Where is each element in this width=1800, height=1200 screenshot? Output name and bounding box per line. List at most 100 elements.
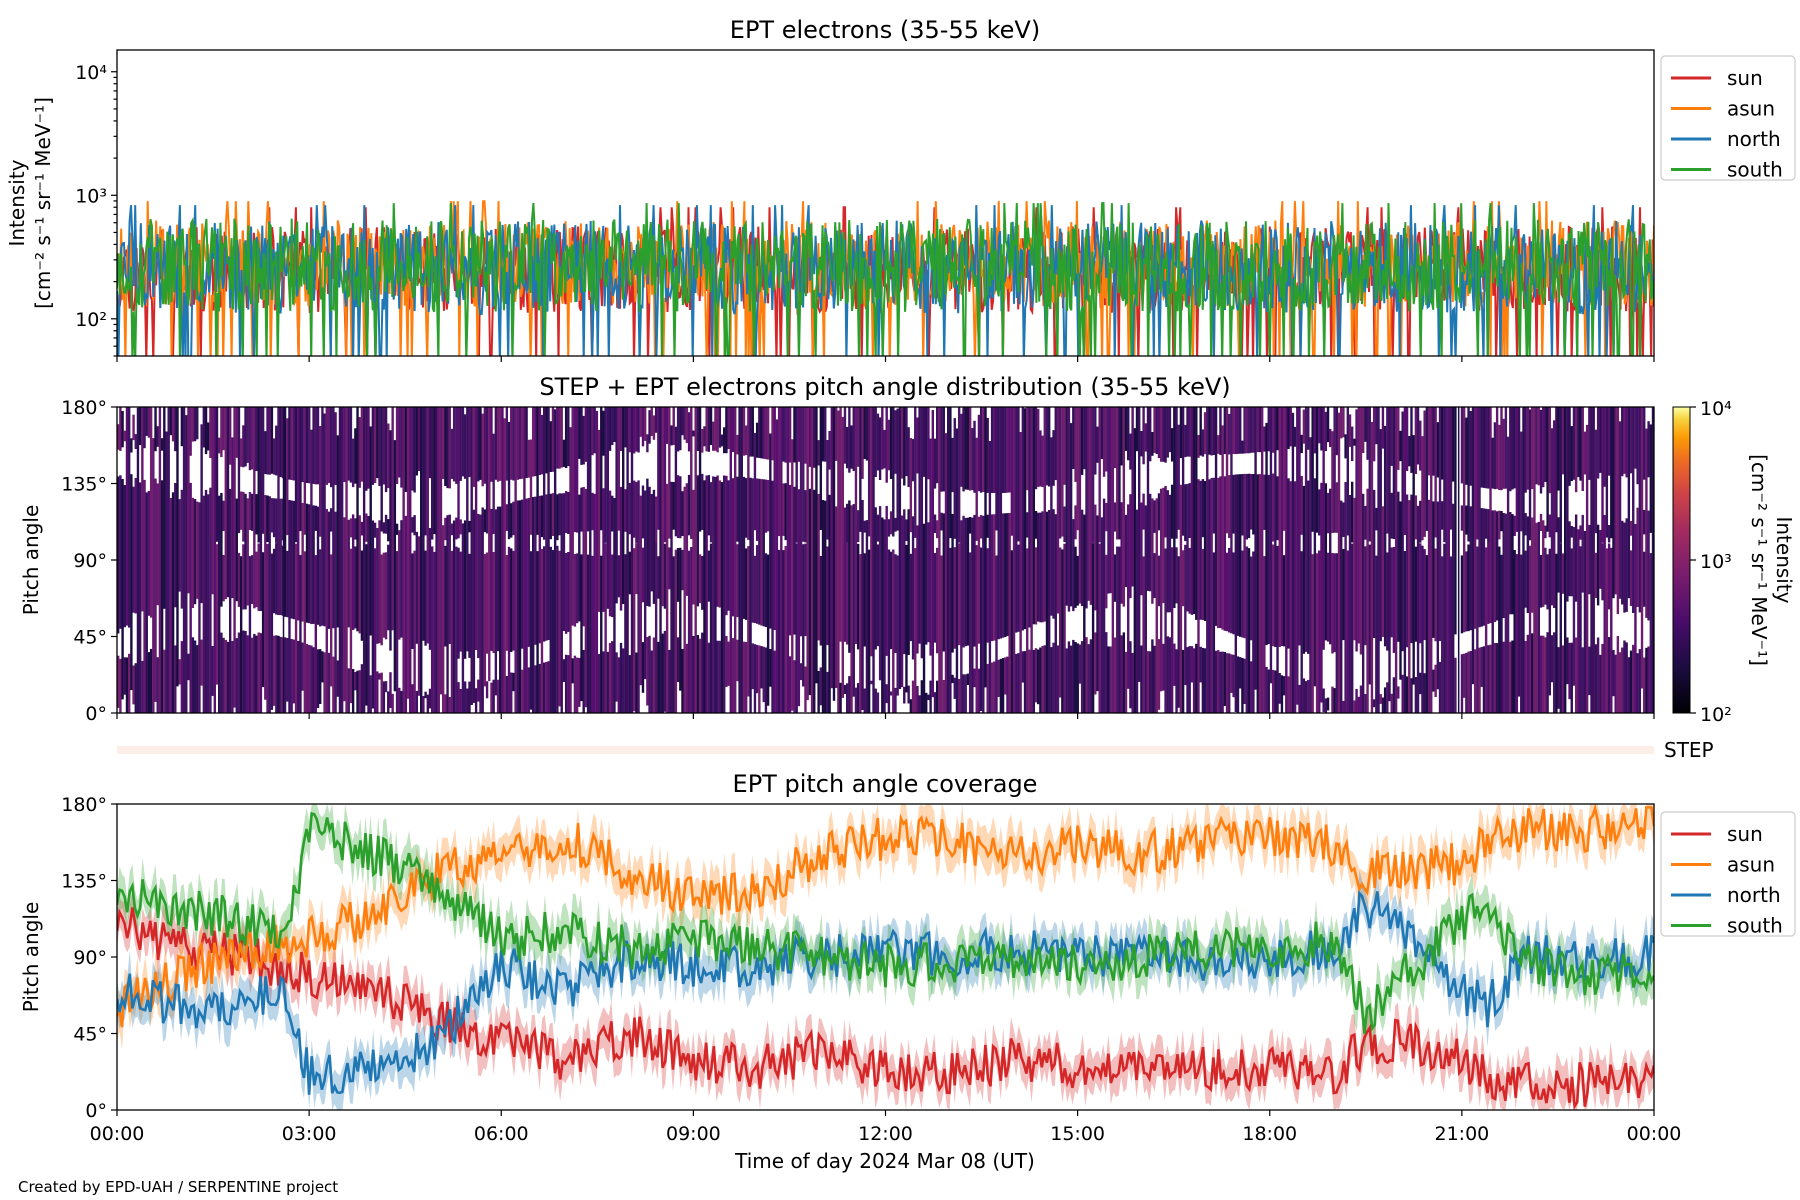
pad-heatmap-cell [1375,407,1378,445]
pad-heatmap-cell [1333,688,1336,713]
pad-heatmap-cell [1566,407,1569,602]
intensity-ylabel-line2: [cm⁻² s⁻¹ sr⁻¹ MeV⁻¹] [31,97,55,309]
pad-heatmap-cell [1309,437,1312,713]
pad-heatmap-cell [1612,650,1615,697]
pad-heatmap-cell [1109,407,1112,594]
pad-y-tick-label: 135° [61,474,107,496]
pad-heatmap-cell [1208,479,1211,713]
pad-heatmap-cell [1041,511,1044,623]
pad-heatmap-cell [962,515,965,648]
pad-heatmap-cell [1364,505,1367,540]
pad-heatmap-cell [661,633,664,713]
pad-heatmap-cell [1344,482,1347,713]
pad-heatmap-cell [916,525,919,654]
pad-heatmap-cell [1039,430,1042,487]
coverage-legend-frame [1660,811,1796,937]
pad-heatmap-cell [729,407,732,713]
step-strip [117,746,1654,754]
pad-heatmap-cell [1153,500,1156,533]
pad-heatmap-cell [163,649,166,713]
pad-heatmap-cell [1052,642,1055,713]
pad-heatmap-cell [1548,514,1552,538]
pad-heatmap-cell [1353,700,1356,713]
pad-heatmap-cell [1588,407,1591,480]
pad-heatmap-cell [632,480,636,538]
pad-heatmap-cell [376,671,379,713]
pad-heatmap-cell [848,500,851,653]
pad-heatmap-cell [1177,424,1180,530]
pad-heatmap-cell [707,642,711,713]
pad-heatmap-cell [1511,640,1514,713]
pad-heatmap-cell [1162,643,1165,691]
pad-heatmap-cell [1006,513,1009,637]
pad-heatmap-cell [1105,554,1108,609]
pad-heatmap-cell [1032,407,1036,625]
pad-heatmap-cell [347,407,350,481]
pad-heatmap-cell [1212,477,1216,534]
pad-heatmap-cell [885,505,888,656]
pad-heatmap-cell [1553,632,1556,713]
pad-heatmap-cell [1021,407,1025,631]
pad-heatmap-cell [617,407,621,531]
pad-heatmap-cell [1522,407,1525,713]
pad-heatmap-cell [123,430,126,442]
pad-heatmap-cell [496,506,500,652]
pad-heatmap-cell [999,407,1003,639]
pad-heatmap-cell [1186,407,1189,457]
pad-heatmap-cell [951,674,954,684]
pad-heatmap-cell [1050,647,1053,713]
pad-heatmap-cell [1311,554,1314,713]
coverage-series-group [117,804,1654,1110]
pad-heatmap-cell [933,514,937,533]
pad-heatmap-cell [132,665,135,705]
pad-heatmap-cell [1028,649,1031,713]
pad-heatmap-cell [1188,646,1191,713]
pad-heatmap-cell [573,553,577,627]
pad-heatmap-cell [316,506,320,625]
pad-heatmap-cell [1037,512,1040,622]
pad-heatmap-cell [1151,432,1154,456]
pad-heatmap-cell [556,407,559,469]
pad-heatmap-cell [521,499,524,649]
pad-heatmap-cell [874,507,877,650]
pad-heatmap-cell [1346,407,1349,536]
pad-heatmap-cell [1342,502,1345,537]
pad-heatmap-cell [701,473,704,530]
pad-heatmap-cell [510,672,513,713]
pad-heatmap-cell [1241,550,1244,638]
pad-heatmap-cell [1091,543,1095,713]
pad-heatmap-cell [334,511,337,713]
pad-heatmap-cell [602,651,605,713]
pad-heatmap-cell [1583,531,1587,713]
pad-heatmap-cell [1241,474,1244,536]
pad-heatmap-cell [918,407,921,644]
pad-heatmap-cell [1482,646,1486,713]
pad-heatmap-cell [286,418,289,536]
pad-heatmap-cell [564,553,568,634]
pad-heatmap-cell [373,548,377,713]
coverage-north-line [117,890,1654,1095]
pad-heatmap-cell [510,407,513,480]
pad-heatmap-cell [1542,407,1545,488]
pad-heatmap-cell [611,554,614,618]
pad-heatmap-cell [1074,642,1077,713]
pad-heatmap-cell [1212,552,1216,713]
pad-heatmap-cell [1561,645,1565,713]
pad-heatmap-cell [1004,657,1007,695]
pad-heatmap-cell [764,479,768,533]
pad-heatmap-cell [1142,407,1145,465]
pad-heatmap-cell [1647,421,1650,478]
pad-heatmap-cell [314,505,318,531]
pad-heatmap-cell [845,503,849,543]
pad-heatmap-cell [134,663,137,713]
pad-heatmap-cell [424,407,427,536]
pad-heatmap-cell [226,641,230,713]
pad-heatmap-cell [578,657,581,707]
pad-heatmap-cell [567,655,570,713]
pad-heatmap-cell [786,407,790,713]
pad-heatmap-cell [597,654,601,713]
pad-heatmap-cell [463,414,467,479]
pad-heatmap-cell [1493,643,1497,713]
pad-heatmap-cell [940,407,943,492]
